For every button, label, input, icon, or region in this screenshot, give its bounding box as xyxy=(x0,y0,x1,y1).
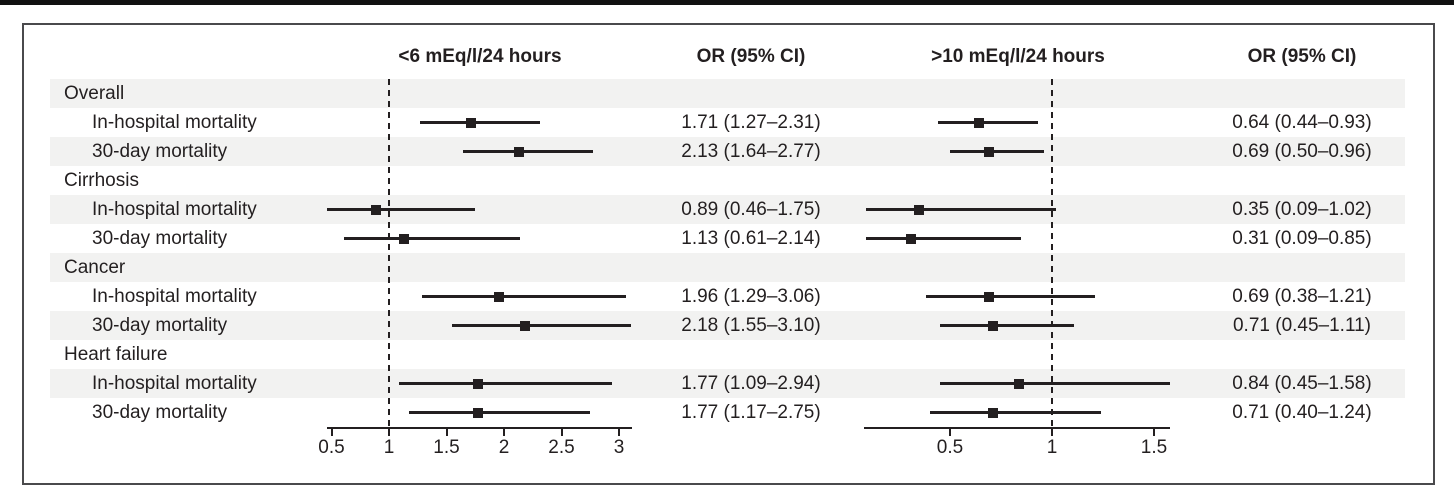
ci-line xyxy=(937,121,1038,124)
row-label: In-hospital mortality xyxy=(92,373,257,394)
ci-line xyxy=(939,324,1075,327)
panel2-or-header: OR (95% CI) xyxy=(1247,46,1357,67)
ci-line xyxy=(925,295,1095,298)
ci-line xyxy=(408,411,591,414)
panel2-title: >10 mEq/l/24 hours xyxy=(931,46,1105,67)
group-label: Cirrhosis xyxy=(64,170,139,191)
axis-tick xyxy=(330,427,333,436)
row-stripe xyxy=(50,79,1405,108)
row-label: 30-day mortality xyxy=(92,315,228,336)
axis-tick xyxy=(1153,427,1155,436)
axis-tick xyxy=(1051,427,1053,436)
or-point-marker xyxy=(371,204,382,215)
panel1-title: <6 mEq/l/24 hours xyxy=(398,46,562,67)
axis-tick-label: 0.5 xyxy=(318,437,345,458)
axis-tick-label: 2 xyxy=(498,437,510,458)
or-point-marker xyxy=(398,233,409,244)
axis-tick xyxy=(618,427,620,436)
row-label: 30-day mortality xyxy=(92,402,228,423)
or-value: 0.35 (0.09–1.02) xyxy=(1232,199,1372,220)
ci-line xyxy=(950,150,1044,153)
axis-line xyxy=(864,427,1171,429)
axis-tick-label: 3 xyxy=(613,437,625,458)
row-label: In-hospital mortality xyxy=(92,112,257,133)
axis-tick-label: 1.5 xyxy=(433,437,460,458)
row-stripe xyxy=(50,369,1405,398)
or-point-marker xyxy=(983,146,994,157)
ci-line xyxy=(929,411,1101,414)
axis-tick-label: 1.5 xyxy=(1140,437,1168,458)
ci-line xyxy=(939,382,1171,385)
row-stripe xyxy=(50,137,1405,166)
axis-tick xyxy=(445,427,448,436)
or-value: 0.31 (0.09–0.85) xyxy=(1232,228,1372,249)
row-stripe xyxy=(50,311,1405,340)
reference-line xyxy=(388,79,390,427)
or-point-marker xyxy=(472,378,483,389)
or-point-marker xyxy=(987,407,998,418)
ci-line xyxy=(866,237,1022,240)
or-point-marker xyxy=(513,146,524,157)
or-value: 0.71 (0.40–1.24) xyxy=(1232,402,1372,423)
axis-tick-label: 2.5 xyxy=(548,437,575,458)
or-value: 0.84 (0.45–1.58) xyxy=(1232,373,1372,394)
axis-tick xyxy=(949,427,951,436)
reference-line xyxy=(1051,79,1053,427)
or-value: 2.13 (1.64–2.77) xyxy=(681,141,821,162)
axis-tick xyxy=(560,427,563,436)
ci-line xyxy=(452,324,631,327)
ci-line xyxy=(399,382,613,385)
row-label: In-hospital mortality xyxy=(92,199,257,220)
or-point-marker xyxy=(465,117,476,128)
row-stripe xyxy=(50,195,1405,224)
or-value: 0.71 (0.45–1.11) xyxy=(1232,315,1372,336)
or-value: 0.64 (0.44–0.93) xyxy=(1232,112,1372,133)
axis-tick-label: 1 xyxy=(383,437,395,458)
ci-line xyxy=(420,121,540,124)
ci-line xyxy=(344,237,521,240)
or-point-marker xyxy=(472,407,483,418)
or-point-marker xyxy=(983,291,994,302)
or-point-marker xyxy=(519,320,530,331)
ci-line xyxy=(422,295,626,298)
or-value: 1.77 (1.17–2.75) xyxy=(681,402,821,423)
or-point-marker xyxy=(914,204,925,215)
or-value: 0.89 (0.46–1.75) xyxy=(681,199,821,220)
or-value: 0.69 (0.50–0.96) xyxy=(1232,141,1372,162)
axis-tick xyxy=(503,427,505,436)
or-point-marker xyxy=(906,233,917,244)
or-point-marker xyxy=(973,117,984,128)
row-label: 30-day mortality xyxy=(92,141,228,162)
group-label: Heart failure xyxy=(64,344,168,365)
ci-line xyxy=(326,208,476,211)
axis-line xyxy=(326,427,632,429)
or-value: 1.13 (0.61–2.14) xyxy=(681,228,821,249)
panel1-or-header: OR (95% CI) xyxy=(696,46,806,67)
or-value: 1.71 (1.27–2.31) xyxy=(681,112,821,133)
group-label: Overall xyxy=(64,83,125,104)
or-value: 1.77 (1.09–2.94) xyxy=(681,373,821,394)
row-label: In-hospital mortality xyxy=(92,286,257,307)
or-point-marker xyxy=(1014,378,1025,389)
ci-line xyxy=(866,208,1057,211)
or-point-marker xyxy=(494,291,505,302)
axis-tick xyxy=(388,427,390,436)
ci-line xyxy=(462,150,593,153)
row-label: 30-day mortality xyxy=(92,228,228,249)
or-value: 1.96 (1.29–3.06) xyxy=(681,286,821,307)
or-value: 0.69 (0.38–1.21) xyxy=(1232,286,1372,307)
figure-border xyxy=(22,23,1435,485)
axis-tick-label: 1 xyxy=(1046,437,1058,458)
group-label: Cancer xyxy=(64,257,126,278)
row-stripe xyxy=(50,253,1405,282)
or-value: 2.18 (1.55–3.10) xyxy=(681,315,821,336)
top-rule xyxy=(0,0,1454,5)
or-point-marker xyxy=(987,320,998,331)
axis-tick-label: 0.5 xyxy=(936,437,964,458)
